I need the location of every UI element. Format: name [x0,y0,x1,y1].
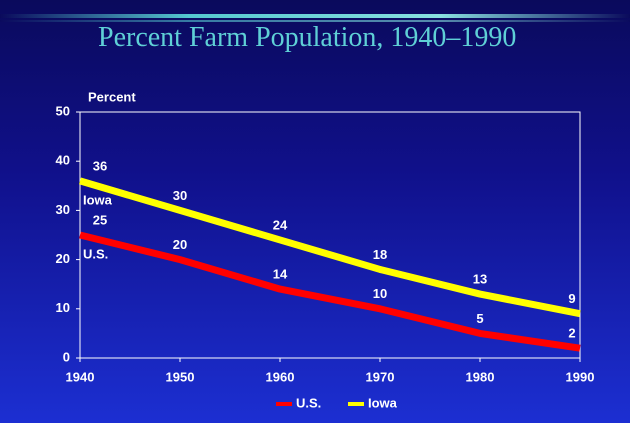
top-band [0,20,630,22]
x-tick-label: 1950 [166,369,195,384]
data-label: 20 [173,237,187,252]
chart-title: Percent Farm Population, 1940–1990 [98,22,517,53]
data-label: 25 [93,212,107,227]
x-tick-label: 1940 [66,369,95,384]
data-label: 36 [93,158,107,173]
x-tick-label: 1970 [366,369,395,384]
series-label: Iowa [83,192,113,207]
series-label: U.S. [83,246,108,261]
data-label: 5 [476,311,483,326]
y-tick-label: 0 [63,349,70,364]
line-series [79,177,581,318]
plot-frame [79,111,581,359]
data-label: 30 [173,188,187,203]
data-label: 2 [568,326,575,341]
data-label: 9 [568,291,575,306]
x-tick-label: 1980 [466,369,495,384]
y-tick-label: 10 [56,300,70,315]
data-label: 18 [373,247,387,262]
x-tick-label: 1960 [266,369,295,384]
data-label: 10 [373,286,387,301]
y-tick-label: 40 [56,153,70,168]
line-series [79,231,581,352]
data-label: 14 [273,267,288,282]
x-tick-label: 1990 [566,369,595,384]
legend-label: U.S. [296,395,321,410]
y-axis-label: Percent [88,89,136,104]
data-label: 24 [273,217,288,232]
y-tick-label: 30 [56,202,70,217]
top-band [0,14,630,18]
y-tick-label: 50 [56,103,70,118]
y-tick-label: 20 [56,251,70,266]
data-label: 13 [473,271,487,286]
legend-label: Iowa [368,395,398,410]
